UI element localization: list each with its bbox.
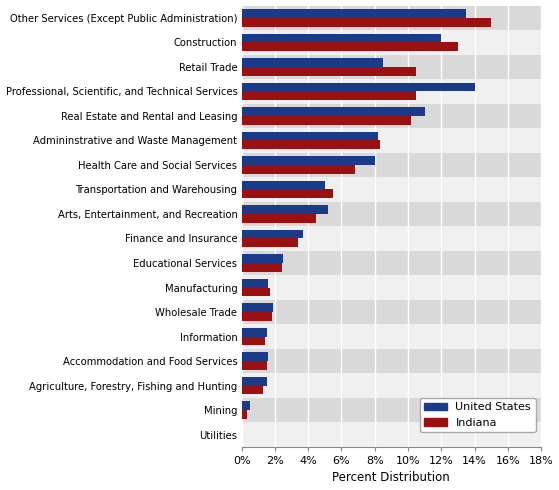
Bar: [241, 181, 325, 190]
Bar: [241, 42, 458, 51]
Bar: [241, 165, 355, 174]
Bar: [241, 226, 541, 251]
Bar: [241, 132, 378, 141]
Bar: [241, 373, 541, 398]
Bar: [241, 361, 267, 370]
Bar: [241, 107, 425, 116]
Bar: [241, 33, 441, 42]
Bar: [241, 58, 383, 67]
Bar: [241, 91, 416, 100]
Bar: [241, 324, 541, 349]
Bar: [241, 177, 541, 202]
Bar: [241, 401, 250, 410]
Bar: [241, 214, 316, 223]
Bar: [241, 349, 541, 373]
Bar: [241, 275, 541, 300]
Bar: [241, 5, 541, 30]
Bar: [241, 254, 283, 263]
Bar: [241, 312, 272, 321]
Bar: [241, 79, 541, 103]
Bar: [241, 230, 303, 239]
Bar: [241, 352, 268, 361]
Legend: United States, Indiana: United States, Indiana: [420, 398, 536, 433]
Bar: [241, 251, 541, 275]
Bar: [241, 398, 541, 422]
Bar: [241, 303, 273, 312]
Bar: [241, 18, 491, 26]
Bar: [241, 9, 466, 18]
Bar: [241, 82, 475, 91]
Bar: [241, 328, 267, 337]
Bar: [241, 67, 416, 75]
Bar: [241, 377, 267, 386]
Bar: [241, 300, 541, 324]
Bar: [241, 239, 298, 247]
Bar: [241, 156, 375, 165]
Bar: [241, 263, 282, 272]
Bar: [241, 190, 333, 198]
X-axis label: Percent Distribution: Percent Distribution: [333, 471, 450, 485]
Bar: [241, 337, 265, 345]
Bar: [241, 410, 247, 419]
Bar: [241, 153, 541, 177]
Bar: [241, 422, 541, 447]
Bar: [241, 386, 263, 394]
Bar: [241, 202, 541, 226]
Bar: [241, 128, 541, 153]
Bar: [241, 141, 380, 149]
Bar: [241, 103, 541, 128]
Bar: [241, 116, 411, 125]
Bar: [241, 279, 268, 288]
Bar: [241, 205, 328, 214]
Bar: [241, 30, 541, 54]
Bar: [241, 288, 270, 296]
Bar: [241, 54, 541, 79]
